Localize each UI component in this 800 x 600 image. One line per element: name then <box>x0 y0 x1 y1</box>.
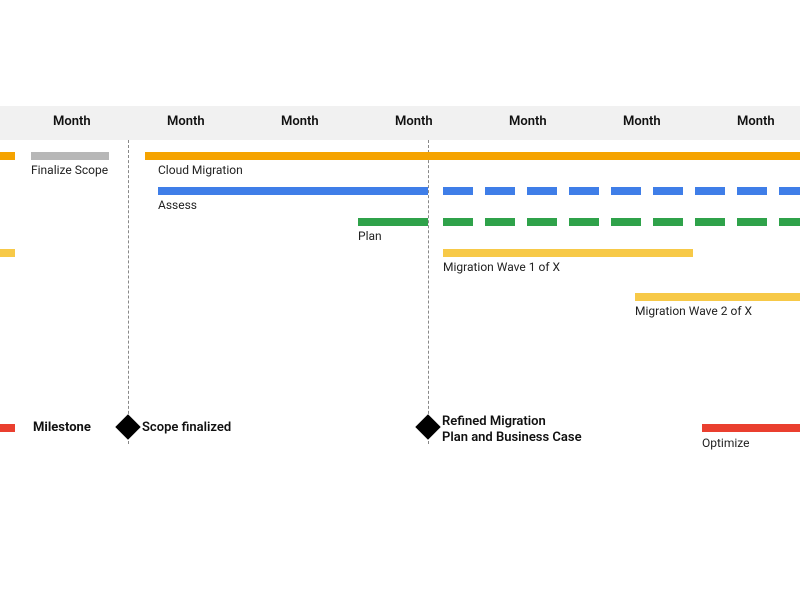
dash-segment-green_dashes <box>695 218 725 226</box>
month-label: Month <box>623 114 661 129</box>
gantt-bar-label: Assess <box>158 198 197 212</box>
gantt-bar-cloud_migration_orange <box>145 152 800 160</box>
dash-segment-blue_dashes <box>653 187 683 195</box>
milestone-text: Scope finalized <box>142 420 231 436</box>
gantt-bar-label: Plan <box>358 229 382 243</box>
gantt-bar-label: Finalize Scope <box>31 163 108 177</box>
gantt-bar-label: Migration Wave 1 of X <box>443 260 560 274</box>
month-label: Month <box>53 114 91 129</box>
gantt-bar-label: Optimize <box>702 436 750 450</box>
dash-segment-green_dashes <box>653 218 683 226</box>
dash-segment-green_dashes <box>611 218 641 226</box>
month-label: Month <box>509 114 547 129</box>
gantt-bar-optimize_red <box>702 424 800 432</box>
gantt-bar-wave2_yellow <box>635 293 800 301</box>
dash-segment-green_dashes <box>443 218 473 226</box>
gantt-bar-wave1_yellow <box>443 249 693 257</box>
milestone-diamond-icon <box>115 414 140 439</box>
dash-segment-blue_dashes <box>569 187 599 195</box>
dash-segment-blue_dashes <box>737 187 767 195</box>
dash-segment-blue_dashes <box>611 187 641 195</box>
milestone-vline <box>428 140 429 444</box>
dash-segment-blue_dashes <box>485 187 515 195</box>
gantt-bar-red_stub_left <box>0 424 15 432</box>
milestone-text: Refined MigrationPlan and Business Case <box>442 414 582 447</box>
dash-segment-blue_dashes <box>695 187 725 195</box>
dash-segment-green_dashes <box>569 218 599 226</box>
dash-segment-green_dashes <box>485 218 515 226</box>
month-label: Month <box>167 114 205 129</box>
gantt-bar-label: Cloud Migration <box>158 163 243 177</box>
milestone-legend-label: Milestone <box>33 420 91 435</box>
milestone-vline <box>128 140 129 444</box>
gantt-bar-assess_blue <box>158 187 428 195</box>
dash-segment-blue_dashes <box>779 187 800 195</box>
month-label: Month <box>281 114 319 129</box>
dash-segment-blue_dashes <box>443 187 473 195</box>
gantt-bar-plan_green <box>358 218 428 226</box>
month-label: Month <box>395 114 433 129</box>
dash-segment-green_dashes <box>737 218 767 226</box>
gantt-bar-left_yellow_stub <box>0 249 15 257</box>
gantt-bar-label: Migration Wave 2 of X <box>635 304 752 318</box>
month-label: Month <box>737 114 775 129</box>
gantt-bar-top_orange_left <box>0 152 15 160</box>
dash-segment-green_dashes <box>779 218 800 226</box>
dash-segment-green_dashes <box>527 218 557 226</box>
gantt-bar-finalize_scope_grey <box>31 152 109 160</box>
dash-segment-blue_dashes <box>527 187 557 195</box>
milestone-diamond-icon <box>415 414 440 439</box>
